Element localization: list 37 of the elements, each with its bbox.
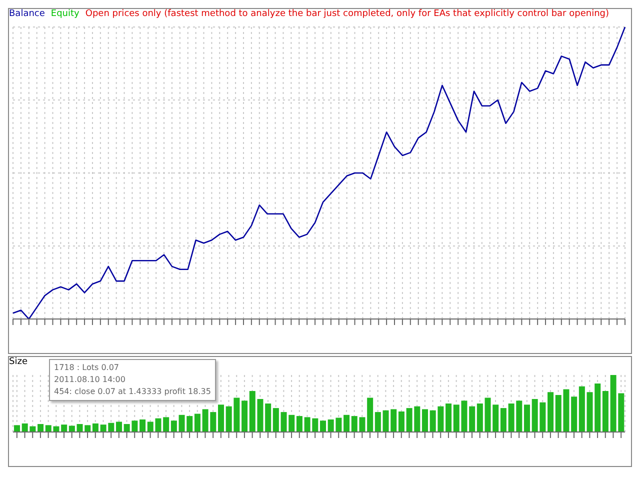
bar (602, 390, 608, 432)
chart-subtitle: Open prices only (fastest method to analyze the bar just completed, only for EAs that explicitly control bar opening) (85, 9, 610, 21)
bar (500, 408, 506, 432)
bar (571, 396, 578, 432)
bar (265, 404, 272, 432)
bar (68, 426, 75, 432)
bar (320, 420, 326, 432)
text: 1718 : Lots 0.07 (54, 362, 120, 374)
bar (116, 422, 122, 432)
annotation: 2011.08.10 14:00 (54, 374, 126, 386)
bar (296, 416, 302, 432)
bar (398, 411, 404, 432)
bar (374, 412, 381, 432)
bar (163, 417, 170, 432)
annotation: 454: close 0.07 at 1.43333 profit 18.35 (54, 386, 211, 398)
bar (446, 404, 452, 432)
bar (548, 392, 554, 432)
bar (422, 409, 428, 432)
bar (140, 419, 146, 432)
legend-label: Equity (50, 9, 80, 21)
bar (61, 424, 68, 432)
bar (194, 414, 200, 432)
bar (218, 404, 224, 432)
bar (170, 420, 177, 432)
bar (344, 414, 350, 432)
bar (38, 424, 44, 432)
chart-title: Size (9, 357, 28, 369)
bar (367, 398, 374, 432)
bar (476, 404, 483, 432)
text: Balance (9, 9, 45, 21)
bar (14, 425, 20, 432)
bar (92, 423, 98, 432)
bar (524, 404, 530, 432)
bar (469, 406, 476, 432)
bar (578, 386, 585, 432)
bar (272, 408, 279, 432)
bar (242, 400, 248, 432)
